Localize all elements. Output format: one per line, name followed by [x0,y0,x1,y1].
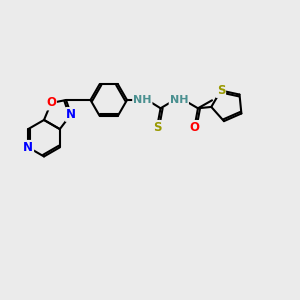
Text: S: S [217,84,225,97]
Text: NH: NH [169,95,188,105]
Text: N: N [23,141,33,154]
Text: O: O [46,97,56,110]
Text: S: S [153,121,161,134]
Text: N: N [66,108,76,121]
Text: O: O [189,121,200,134]
Text: NH: NH [133,95,152,105]
